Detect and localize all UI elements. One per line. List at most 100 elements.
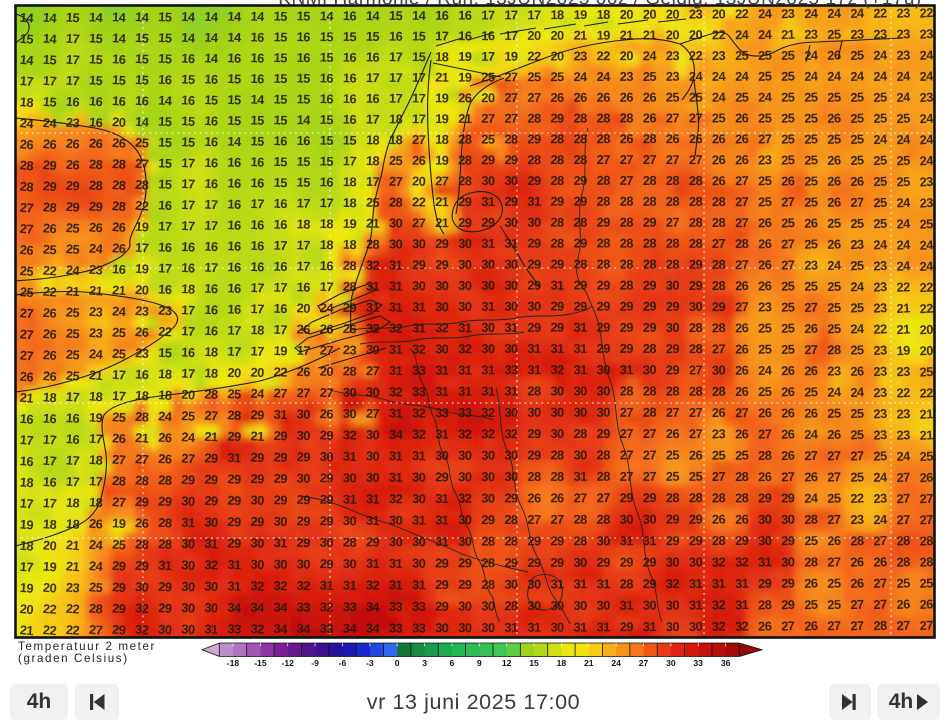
svg-text:23: 23 <box>850 26 864 42</box>
svg-text:23: 23 <box>65 115 80 131</box>
svg-text:20: 20 <box>689 27 703 42</box>
svg-text:27: 27 <box>504 69 518 84</box>
svg-text:16: 16 <box>204 113 218 129</box>
svg-text:24: 24 <box>712 89 727 104</box>
svg-text:15: 15 <box>343 29 357 44</box>
svg-text:15: 15 <box>250 112 264 128</box>
svg-text:17: 17 <box>504 28 518 43</box>
svg-text:15: 15 <box>181 113 196 129</box>
svg-text:17: 17 <box>412 111 426 126</box>
svg-text:17: 17 <box>65 52 80 68</box>
svg-text:17: 17 <box>481 7 495 22</box>
svg-text:16: 16 <box>366 49 380 64</box>
svg-text:25: 25 <box>758 110 772 125</box>
svg-text:14: 14 <box>89 9 105 25</box>
svg-text:20: 20 <box>550 28 564 43</box>
svg-text:26: 26 <box>620 90 634 105</box>
svg-text:18: 18 <box>389 111 403 126</box>
svg-text:16: 16 <box>343 91 357 106</box>
svg-text:16: 16 <box>319 70 333 86</box>
svg-text:17: 17 <box>389 70 403 85</box>
svg-text:19: 19 <box>435 111 449 126</box>
svg-text:16: 16 <box>458 28 472 43</box>
svg-text:16: 16 <box>366 91 380 106</box>
svg-text:25: 25 <box>827 89 841 104</box>
svg-text:27: 27 <box>527 90 541 105</box>
svg-text:20: 20 <box>620 48 634 63</box>
svg-text:16: 16 <box>343 8 357 23</box>
svg-text:24: 24 <box>804 48 819 63</box>
svg-text:25: 25 <box>781 89 795 104</box>
svg-text:25: 25 <box>550 69 564 84</box>
svg-text:17: 17 <box>412 70 426 85</box>
svg-text:17: 17 <box>65 31 80 47</box>
svg-text:15: 15 <box>412 28 426 43</box>
svg-text:17: 17 <box>389 91 403 106</box>
svg-text:21: 21 <box>574 28 588 43</box>
svg-text:25: 25 <box>758 48 772 63</box>
svg-text:15: 15 <box>204 92 218 108</box>
svg-text:15: 15 <box>89 30 104 46</box>
svg-text:23: 23 <box>919 89 933 105</box>
svg-text:24: 24 <box>896 89 911 105</box>
svg-text:20: 20 <box>666 27 680 42</box>
svg-text:15: 15 <box>389 8 403 23</box>
svg-text:24: 24 <box>597 69 612 84</box>
svg-text:15: 15 <box>42 52 57 68</box>
svg-text:15: 15 <box>319 112 333 128</box>
svg-text:16: 16 <box>319 91 333 107</box>
svg-text:23: 23 <box>666 48 680 63</box>
svg-text:26: 26 <box>597 90 611 105</box>
svg-text:25: 25 <box>666 90 680 105</box>
svg-text:24: 24 <box>735 27 750 42</box>
svg-text:24: 24 <box>850 68 865 84</box>
svg-text:14: 14 <box>250 8 265 24</box>
svg-text:15: 15 <box>296 91 310 107</box>
svg-text:26: 26 <box>735 110 749 125</box>
svg-text:15: 15 <box>273 8 287 24</box>
svg-text:20: 20 <box>481 90 495 105</box>
svg-text:25: 25 <box>481 69 495 84</box>
svg-text:16: 16 <box>296 50 310 66</box>
svg-text:17: 17 <box>42 73 57 89</box>
svg-text:15: 15 <box>158 9 173 25</box>
svg-text:15: 15 <box>158 113 173 129</box>
svg-text:21: 21 <box>781 27 795 42</box>
svg-text:14: 14 <box>250 92 265 108</box>
svg-text:15: 15 <box>227 113 241 129</box>
svg-text:16: 16 <box>112 93 127 109</box>
svg-text:16: 16 <box>135 93 150 109</box>
svg-text:24: 24 <box>758 89 773 104</box>
svg-text:15: 15 <box>135 30 150 46</box>
svg-text:14: 14 <box>181 9 197 25</box>
svg-text:25: 25 <box>850 89 864 105</box>
svg-text:16: 16 <box>158 72 173 88</box>
svg-text:21: 21 <box>458 111 472 126</box>
svg-text:17: 17 <box>527 7 541 22</box>
svg-text:24: 24 <box>643 48 658 63</box>
svg-text:23: 23 <box>804 27 818 42</box>
svg-text:15: 15 <box>135 51 150 67</box>
svg-text:25: 25 <box>781 68 795 83</box>
svg-text:27: 27 <box>504 111 518 126</box>
svg-text:15: 15 <box>89 51 104 67</box>
svg-text:20: 20 <box>550 48 564 63</box>
svg-text:24: 24 <box>735 69 750 84</box>
svg-text:16: 16 <box>181 92 196 108</box>
svg-text:16: 16 <box>343 49 357 64</box>
svg-text:15: 15 <box>273 91 287 107</box>
svg-text:23: 23 <box>873 26 887 42</box>
svg-text:15: 15 <box>135 72 150 88</box>
svg-text:14: 14 <box>204 30 219 46</box>
svg-text:24: 24 <box>896 68 911 84</box>
svg-text:16: 16 <box>343 112 357 127</box>
svg-text:24: 24 <box>712 69 727 84</box>
svg-text:15: 15 <box>366 29 380 44</box>
svg-text:27: 27 <box>481 111 495 126</box>
svg-text:17: 17 <box>389 49 403 64</box>
svg-text:23: 23 <box>574 48 588 63</box>
svg-text:15: 15 <box>158 30 173 46</box>
svg-text:21: 21 <box>620 27 634 42</box>
svg-text:25: 25 <box>873 89 887 105</box>
svg-text:23: 23 <box>666 69 680 84</box>
